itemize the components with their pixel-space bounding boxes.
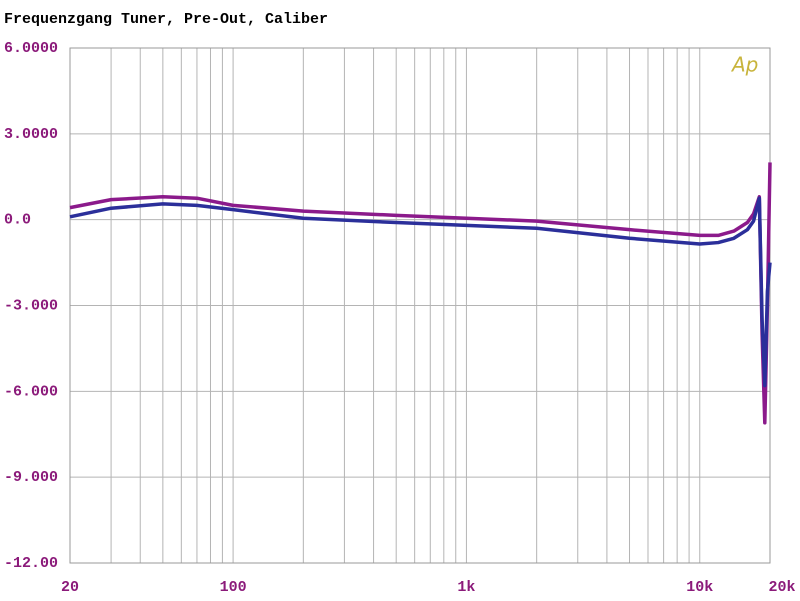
x-tick-label: 20 — [61, 579, 79, 596]
y-tick-label: -6.000 — [4, 383, 58, 400]
plot-frame — [69, 47, 771, 564]
chart-title: Frequenzgang Tuner, Pre-Out, Caliber — [4, 11, 328, 28]
y-tick-label: 6.0000 — [4, 40, 58, 57]
x-tick-label: 20k — [768, 579, 795, 596]
y-tick-label: 3.0000 — [4, 126, 58, 143]
y-tick-label: -3.000 — [4, 297, 58, 314]
x-tick-label: 1k — [457, 579, 475, 596]
y-tick-label: 0.0 — [4, 212, 31, 229]
logo: Ap — [730, 53, 758, 77]
x-tick-label: 100 — [220, 579, 247, 596]
y-tick-label: -12.00 — [4, 555, 58, 572]
y-tick-label: -9.000 — [4, 469, 58, 486]
series-line — [69, 196, 772, 388]
x-tick-label: 10k — [686, 579, 713, 596]
